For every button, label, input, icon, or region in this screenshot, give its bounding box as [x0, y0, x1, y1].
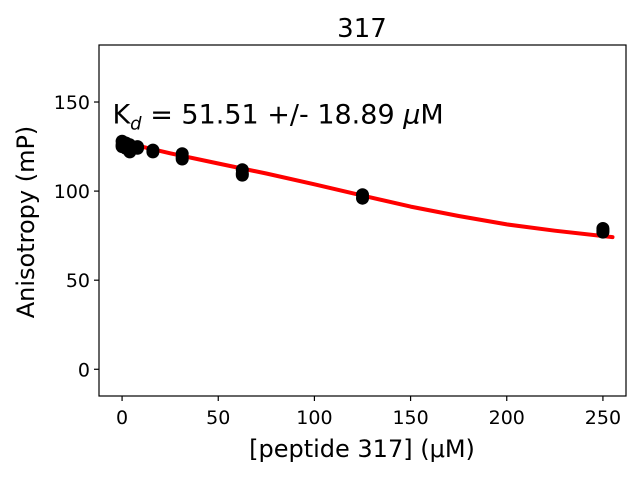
y-tick-label: 100 [54, 181, 90, 203]
data-point [235, 168, 249, 182]
data-point [356, 191, 369, 205]
x-tick-label: 100 [296, 407, 332, 429]
kd-value: = 51.51 +/- 18.89 [142, 99, 404, 130]
data-point [175, 152, 189, 166]
kd-mu: μ [402, 99, 420, 130]
kd-annotation: Kd = 51.51 +/- 18.89 μM [112, 99, 443, 134]
y-tick-label: 150 [54, 92, 90, 114]
data-point [146, 145, 160, 159]
x-tick-label: 50 [206, 407, 230, 429]
y-tick-label: 50 [66, 270, 90, 292]
y-axis: 0 50 100 150 [54, 92, 99, 381]
y-tick-label: 0 [78, 359, 90, 381]
data-point [596, 225, 610, 239]
kd-unit: M [420, 99, 443, 130]
kd-symbol: K [112, 99, 131, 130]
plot-area [115, 134, 615, 240]
chart-title: 317 [337, 14, 387, 44]
kd-subscript: d [130, 113, 142, 134]
x-tick-label: 150 [392, 407, 428, 429]
y-axis-label: Anisotropy (mP) [12, 126, 40, 319]
x-tick-label: 250 [585, 407, 621, 429]
fit-curve [120, 140, 615, 240]
data-point [131, 141, 144, 155]
x-tick-label: 200 [489, 407, 525, 429]
x-axis: 0 50 100 150 200 250 [116, 396, 621, 429]
x-tick-label: 0 [116, 407, 128, 429]
plot-frame [98, 44, 627, 397]
x-axis-label: [peptide 317] (μM) [249, 435, 475, 463]
